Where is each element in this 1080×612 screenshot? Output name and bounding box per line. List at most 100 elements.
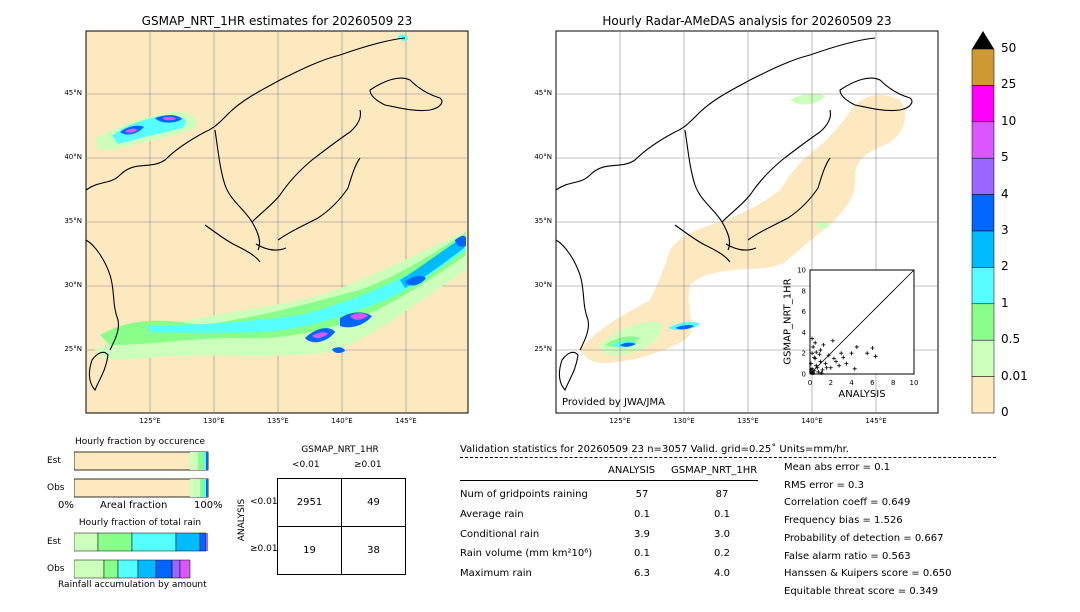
validation-row-analysis: 57 [635,489,649,500]
scatter-point [809,367,814,372]
validation-score: Correlation coeff = 0.649 [784,497,911,509]
scatter-ytick: 4 [802,329,807,337]
scatter-xtick: 2 [829,379,833,387]
scatter-ytick: 10 [797,267,806,275]
contingency-row-axis: ANALYSIS [237,498,247,542]
colorbar-label: 3 [1001,223,1009,237]
fraction-axis-mid: Areal fraction [100,500,168,511]
scatter-ytick: 2 [802,350,806,358]
scatter-point [817,352,822,357]
scatter-ytick: 8 [802,287,806,295]
validation-row-analysis: 0.1 [634,509,650,520]
colorbar-label: 2 [1001,259,1009,274]
validation-row-label: Conditional rain [460,529,540,540]
lon-tick-label: 145°E [865,417,887,425]
contingency-title: GSMAP_NRT_1HR [301,445,379,455]
fraction-total-row-obs: Obs [47,564,65,574]
colorbar-label: 0.01 [1001,368,1028,383]
colorbar-swatch [971,376,995,414]
scatter-point [873,354,878,359]
validation-row-analysis: 3.9 [634,529,650,540]
colorbar-extend-arrow [972,31,994,49]
scatter-point [824,365,829,370]
colorbar-label: 0.5 [1001,332,1021,347]
colorbar-swatch [971,303,995,341]
validation-score: Frequency bias = 1.526 [784,515,903,527]
scatter-point [821,342,826,347]
validation-score: False alarm ratio = 0.563 [784,550,911,562]
scatter-point [849,351,854,356]
validation-row-label: Maximum rain [460,568,532,579]
lon-tick-label: 140°E [801,417,823,425]
colorbar [971,31,995,414]
colorbar-label: 25 [1001,77,1017,92]
validation-row-analysis: 0.1 [634,548,650,559]
lat-tick-label: 25°N [64,345,82,353]
colorbar-label: 4 [1001,186,1009,201]
fraction-total-title: Hourly fraction of total rain [78,518,202,528]
scatter-point [810,370,815,375]
scatter-point [809,361,814,366]
fraction-occurrence-bars [74,451,209,498]
colorbar-swatch [971,48,995,86]
scatter-inset: 00 2 2 4 4 6 6 8 8 10 10 [797,267,918,388]
scatter-point [810,351,815,356]
scatter-point [839,351,844,356]
left-map-title: GSMAP_NRT_1HR estimates for 20260509 23 [141,14,413,28]
scatter-xtick: 10 [910,379,919,387]
lat-tick-label: 35°N [64,217,82,225]
lat-tick-label: 30°N [64,281,82,289]
scatter-xtick: 6 [870,379,875,387]
validation-score: Hanssen & Kuipers score = 0.650 [784,568,952,580]
lat-tick-label: 30°N [534,281,552,289]
colorbar-swatch [971,121,995,159]
scatter-point [818,359,823,364]
scatter-point [823,361,828,366]
scatter-point [813,340,818,345]
scatter-point [852,366,857,371]
data-credit: Provided by JWA/JMA [562,397,665,408]
lat-tick-label: 40°N [534,153,552,161]
scatter-point [812,355,817,360]
colorbar-swatch [971,230,995,268]
lon-tick-label: 140°E [331,417,353,425]
scatter-point [865,351,870,356]
validation-score: Probability of detection = 0.667 [784,532,944,544]
contingency-table: 2951 49 19 38 [277,478,406,575]
scatter-point [814,363,819,368]
validation-col-gsmap: GSMAP_NRT_1HR [671,465,758,476]
scatter-point [815,365,820,370]
validation-row-gsmap: 0.2 [714,548,730,559]
scatter-xtick: 4 [849,379,854,387]
lon-tick-label: 130°E [203,417,225,425]
lat-tick-label: 25°N [534,345,552,353]
lat-tick-label: 40°N [64,153,82,161]
lon-tick-label: 135°E [737,417,759,425]
colorbar-label: 1 [1001,295,1009,310]
colorbar-label: 10 [1001,113,1017,128]
validation-score: Equitable threat score = 0.349 [784,585,939,597]
lat-tick-label: 35°N [534,217,552,225]
validation-row-gsmap: 3.0 [714,529,730,540]
colorbar-swatch [971,339,995,377]
colorbar-label: 50 [1001,41,1017,55]
scatter-point [828,365,833,370]
lon-tick-label: 130°E [673,417,695,425]
validation-score: RMS error = 0.3 [784,479,864,491]
lon-tick-label: 125°E [609,417,631,425]
scatter-xtick: 8 [891,379,895,387]
validation-row-label: Rain volume (mm km²10⁶) [460,548,593,559]
contingency-row-0: <0.01 [250,497,278,507]
contingency-cell: 19 [277,526,342,575]
scatter-point [831,356,836,361]
validation-divider [460,457,996,458]
scatter-point [830,338,835,343]
colorbar-swatch [971,85,995,123]
contingency-cell: 38 [341,526,406,575]
scatter-point [819,370,824,375]
scatter-point [818,348,823,353]
validation-row-gsmap: 0.1 [714,509,730,520]
scatter-ytick: 6 [802,308,807,316]
scatter-point [854,344,859,349]
